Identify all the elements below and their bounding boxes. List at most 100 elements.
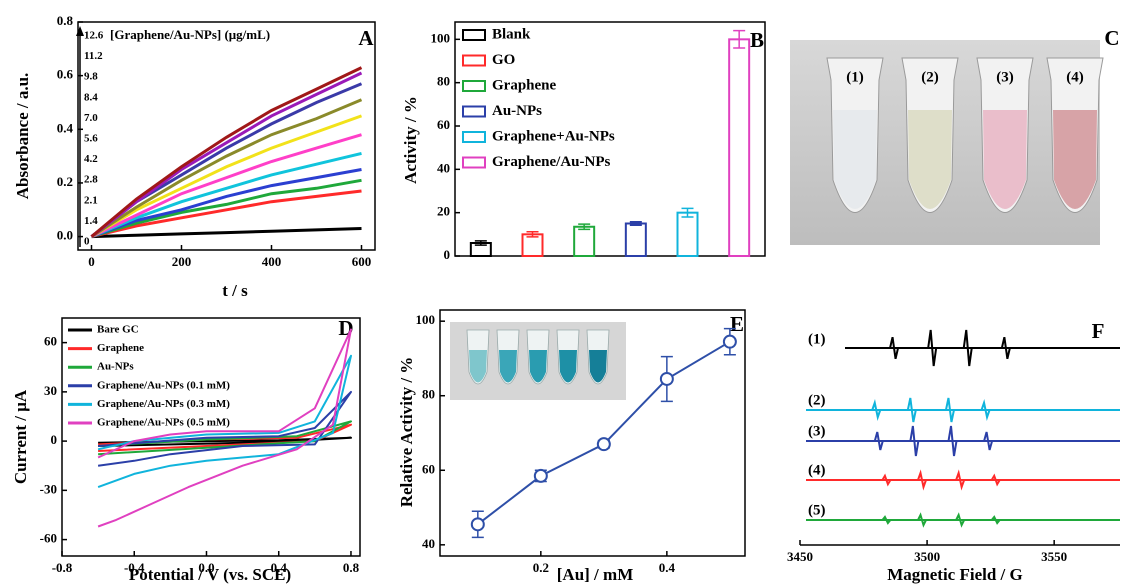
- legend-label: Graphene/Au-NPs (0.3 mM): [97, 398, 230, 410]
- x-tick-label: 0.2: [533, 560, 549, 575]
- epr-peak: [906, 397, 917, 423]
- x-tick-label: 200: [172, 254, 192, 269]
- y-axis-title: Relative Activity / %: [397, 357, 416, 508]
- y-tick-label: 30: [44, 383, 57, 398]
- legend-swatch: [462, 156, 486, 169]
- legend-label: Au-NPs: [492, 103, 542, 119]
- x-tick-label: 400: [262, 254, 282, 269]
- y-tick-label: 100: [431, 30, 451, 45]
- legend-label: 7.0: [84, 112, 98, 124]
- x-tick-label: -0.4: [124, 560, 145, 575]
- y-tick-label: -30: [40, 481, 57, 496]
- legend-label: 2.8: [84, 174, 98, 186]
- y-tick-label: 0.6: [57, 67, 74, 82]
- tube-label: (1): [846, 69, 864, 85]
- epr-peak: [917, 512, 927, 528]
- legend-label: Graphene: [97, 342, 144, 354]
- epr-peak: [927, 329, 938, 367]
- data-point: [533, 468, 548, 483]
- x-axis-title: t / s: [222, 281, 248, 300]
- epr-peak: [871, 399, 882, 421]
- epr-peak: [955, 512, 966, 528]
- epr-peak: [980, 399, 991, 421]
- epr-peak: [909, 425, 920, 457]
- legend-label: GO: [492, 52, 515, 68]
- x-tick-label: 600: [352, 254, 372, 269]
- x-axis-title: [Au] / mM: [557, 565, 633, 584]
- y-axis-title: Absorbance / a.u.: [13, 73, 32, 200]
- absorbance-curve: [91, 189, 362, 239]
- error-bar: [681, 207, 694, 218]
- legend-label: 8.4: [84, 91, 98, 103]
- y-axis-title: Activity / %: [401, 96, 420, 184]
- tube-liquid: [908, 110, 952, 209]
- legend-label: 4.2: [84, 153, 98, 165]
- trace-label: (3): [808, 423, 826, 439]
- y-tick-label: 80: [437, 74, 450, 89]
- tube-label: (3): [996, 69, 1014, 85]
- panel-label: D: [338, 316, 353, 340]
- absorbance-curve: [90, 168, 362, 239]
- y-tick-label: 0.4: [57, 120, 74, 135]
- epr-peak: [947, 425, 958, 457]
- legend-label: 12.6: [84, 30, 104, 42]
- y-tick-label: 80: [422, 387, 435, 402]
- x-tick-label: 0.4: [271, 560, 288, 575]
- tube-liquid: [1053, 110, 1097, 209]
- legend-swatch: [462, 29, 486, 41]
- y-tick-label: 60: [44, 334, 57, 349]
- absorbance-curve: [90, 98, 363, 238]
- legend-label: Graphene/Au-NPs (0.5 mM): [97, 417, 230, 429]
- cv-curve: [97, 354, 352, 489]
- legend-label: Graphene+Au-NPs: [492, 128, 615, 144]
- panel-label: E: [730, 312, 744, 336]
- epr-peak: [917, 469, 927, 491]
- legend-label: Au-NPs: [97, 361, 134, 373]
- legend-label: Graphene: [492, 77, 557, 93]
- legend-label: Bare GC: [97, 324, 139, 336]
- bar: [624, 222, 647, 257]
- absorbance-curve: [90, 133, 362, 238]
- inset-liquid: [589, 350, 607, 383]
- plot-frame: [454, 21, 766, 257]
- epr-peak: [881, 473, 892, 487]
- epr-peak: [983, 431, 994, 451]
- error-bar: [733, 29, 746, 49]
- inset-liquid: [529, 350, 547, 383]
- epr-peak: [955, 469, 966, 491]
- plot-frame: [77, 21, 376, 251]
- y-tick-label: 60: [437, 117, 450, 132]
- y-tick-label: 0.2: [57, 174, 73, 189]
- legend-label: Graphene/Au-NPs (0.1 mM): [97, 379, 230, 391]
- tube-label: (2): [921, 69, 939, 85]
- y-tick-label: 0.8: [57, 13, 74, 28]
- epr-peak: [990, 515, 1001, 525]
- x-tick-label: 0: [88, 254, 95, 269]
- bar: [728, 38, 751, 258]
- epr-peak: [881, 515, 892, 525]
- legend-swatch: [462, 131, 486, 143]
- bar: [573, 225, 596, 257]
- data-point: [659, 371, 674, 386]
- trace-label: (5): [808, 502, 826, 518]
- tube-liquid: [833, 110, 877, 209]
- error-bar: [526, 230, 539, 238]
- y-tick-label: 0.0: [57, 228, 73, 243]
- plot-frame: [61, 317, 361, 557]
- legend-swatch: [462, 54, 486, 67]
- annotation: [Graphene/Au-NPs] (μg/mL): [110, 27, 270, 42]
- epr-peak: [1000, 336, 1011, 360]
- y-tick-label: 40: [422, 536, 435, 551]
- y-axis-title: Current / μA: [11, 389, 30, 484]
- x-axis-title: Magnetic Field / G: [887, 565, 1023, 584]
- x-tick-label: 0.4: [659, 560, 676, 575]
- legend-label: Blank: [492, 26, 531, 42]
- x-tick-label: -0.8: [52, 560, 73, 575]
- y-tick-label: 100: [416, 312, 436, 327]
- error-bar: [578, 223, 591, 231]
- data-point: [596, 437, 611, 452]
- legend-label: 2.1: [84, 194, 98, 206]
- epr-peak: [990, 473, 1001, 487]
- y-tick-label: 0: [444, 247, 451, 262]
- y-tick-label: 40: [437, 160, 450, 175]
